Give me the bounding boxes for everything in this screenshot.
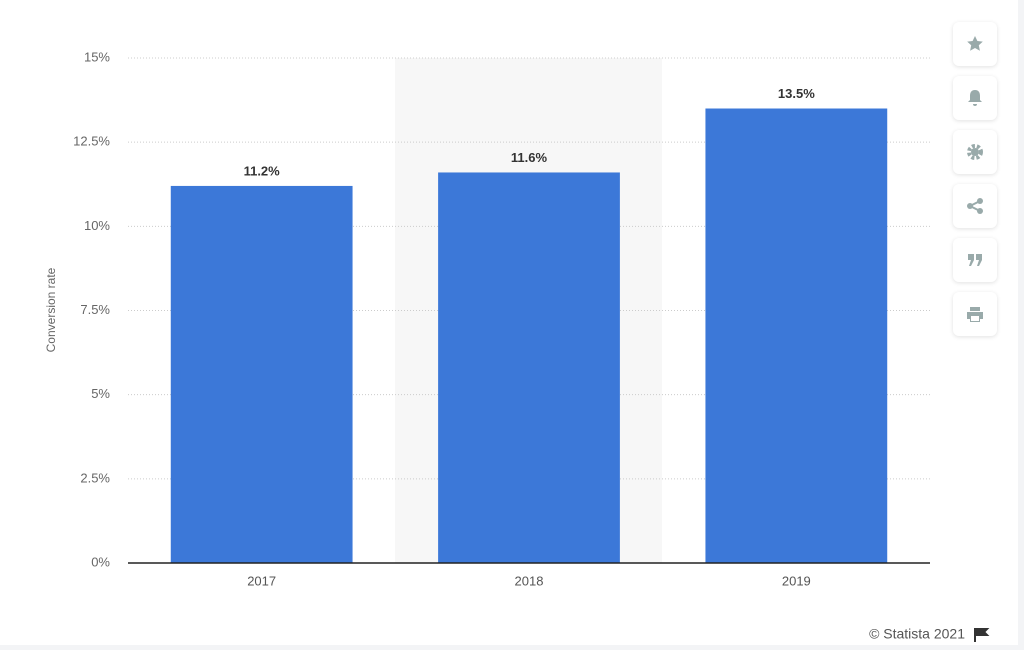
favorite-button[interactable] xyxy=(953,22,997,66)
settings-button[interactable] xyxy=(953,130,997,174)
y-tick-label: 10% xyxy=(84,218,110,233)
source: © Statista 2021 xyxy=(869,626,965,642)
y-axis-title: Conversion rate xyxy=(44,267,58,352)
x-tick-label: 2019 xyxy=(782,573,811,588)
y-tick-label: 5% xyxy=(91,386,110,401)
bar xyxy=(170,185,353,563)
bar xyxy=(438,172,620,563)
x-tick-label: 2017 xyxy=(247,573,276,588)
y-tick-label: 0% xyxy=(91,554,110,569)
flag-icon[interactable] xyxy=(974,628,990,642)
x-tick-label: 2018 xyxy=(515,573,544,588)
print-button[interactable] xyxy=(953,292,997,336)
y-tick-label: 7.5% xyxy=(80,302,110,317)
data-label: 11.6% xyxy=(511,150,548,165)
notify-button[interactable] xyxy=(953,76,997,120)
y-tick-label: 15% xyxy=(84,49,110,64)
bar xyxy=(705,108,888,563)
share-button[interactable] xyxy=(953,184,997,228)
data-label: 11.2% xyxy=(244,163,281,178)
y-tick-label: 12.5% xyxy=(73,134,110,149)
cite-button[interactable] xyxy=(953,238,997,282)
y-tick-label: 2.5% xyxy=(80,470,110,485)
data-label: 13.5% xyxy=(778,86,815,101)
